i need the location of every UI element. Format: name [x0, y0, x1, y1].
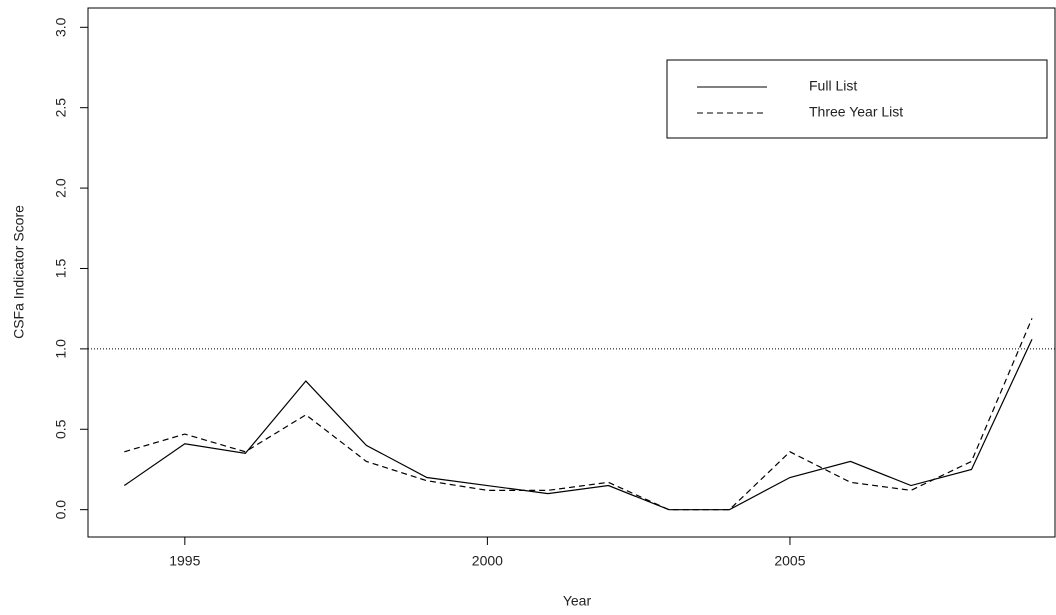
legend-label: Full List: [809, 78, 857, 94]
y-tick-label: 0.5: [53, 419, 69, 439]
x-tick-label: 1995: [169, 553, 200, 569]
legend-box: [666, 59, 1048, 139]
y-tick-label: 3.0: [53, 17, 69, 37]
x-tick-label: 2000: [472, 553, 503, 569]
x-tick-label: 2005: [774, 553, 805, 569]
y-tick-label: 2.5: [53, 98, 69, 118]
series-line: [123, 338, 1033, 511]
series-line: [124, 318, 1033, 511]
y-tick-label: 1.0: [53, 339, 69, 359]
y-tick-label: 2.0: [53, 178, 69, 198]
y-tick-label: 0.0: [53, 500, 69, 520]
legend-label: Three Year List: [809, 104, 903, 120]
plot-frame: [87, 7, 1056, 538]
x-axis-label: Year: [563, 593, 592, 609]
y-tick-label: 1.5: [53, 259, 69, 279]
y-axis-label: CSFa Indicator Score: [11, 205, 27, 339]
